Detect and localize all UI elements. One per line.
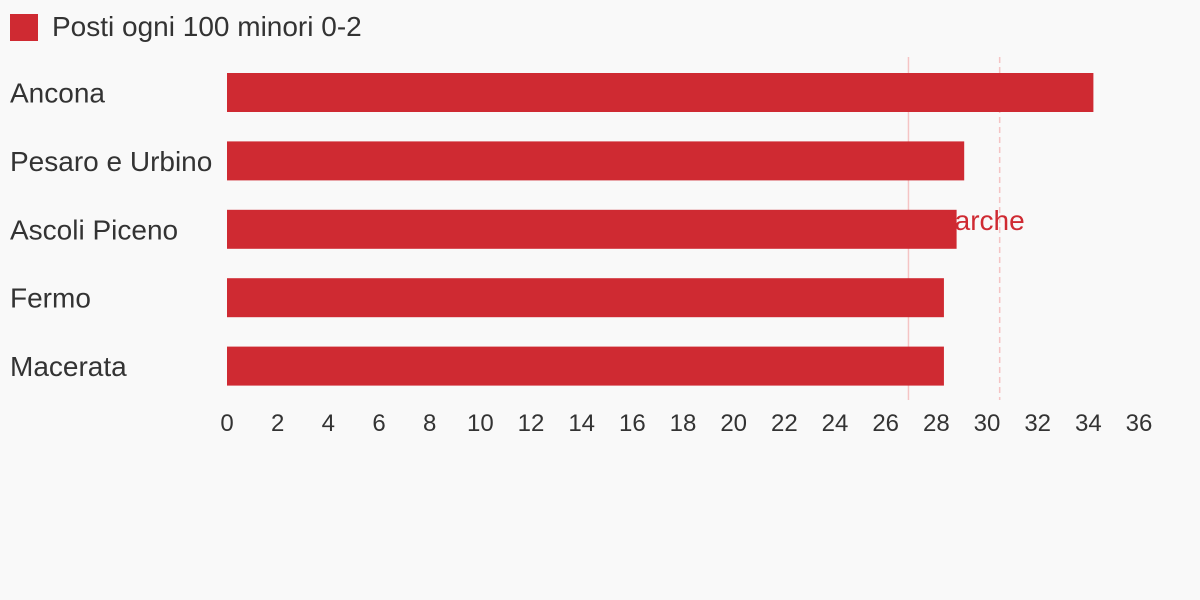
legend-swatch (10, 13, 38, 41)
legend-label: Posti ogni 100 minori 0-2 (52, 11, 362, 42)
x-tick-label-3: 6 (372, 410, 385, 437)
category-label-4: Macerata (10, 351, 127, 382)
x-tick-label-13: 26 (872, 410, 899, 437)
x-tick-label-15: 30 (974, 410, 1001, 437)
x-tick-label-9: 18 (670, 410, 697, 437)
x-tick-label-1: 2 (271, 410, 284, 437)
x-tick-label-18: 36 (1126, 410, 1153, 437)
x-tick-label-0: 0 (220, 410, 233, 437)
x-tick-label-12: 24 (822, 410, 849, 437)
x-tick-label-7: 14 (568, 410, 595, 437)
reference-line-label-1: arche (955, 205, 1025, 236)
bar-0 (227, 73, 1094, 112)
category-label-2: Ascoli Piceno (10, 214, 178, 245)
category-label-3: Fermo (10, 283, 91, 314)
bar-1 (227, 141, 965, 181)
category-label-0: Ancona (10, 78, 105, 109)
legend: Posti ogni 100 minori 0-2 (10, 10, 362, 44)
x-tick-label-6: 12 (518, 410, 545, 437)
bar-2 (227, 209, 957, 249)
x-tick-label-14: 28 (923, 410, 950, 437)
category-label-1: Pesaro e Urbino (10, 146, 212, 177)
bar-3 (227, 278, 944, 318)
bar-4 (227, 346, 944, 386)
x-tick-label-5: 10 (467, 410, 494, 437)
x-tick-label-2: 4 (322, 410, 335, 437)
x-tick-label-17: 34 (1075, 410, 1102, 437)
x-tick-label-11: 22 (771, 410, 798, 437)
x-tick-label-10: 20 (720, 410, 747, 437)
x-tick-label-4: 8 (423, 410, 436, 437)
x-tick-label-8: 16 (619, 410, 646, 437)
x-tick-label-16: 32 (1024, 410, 1051, 437)
